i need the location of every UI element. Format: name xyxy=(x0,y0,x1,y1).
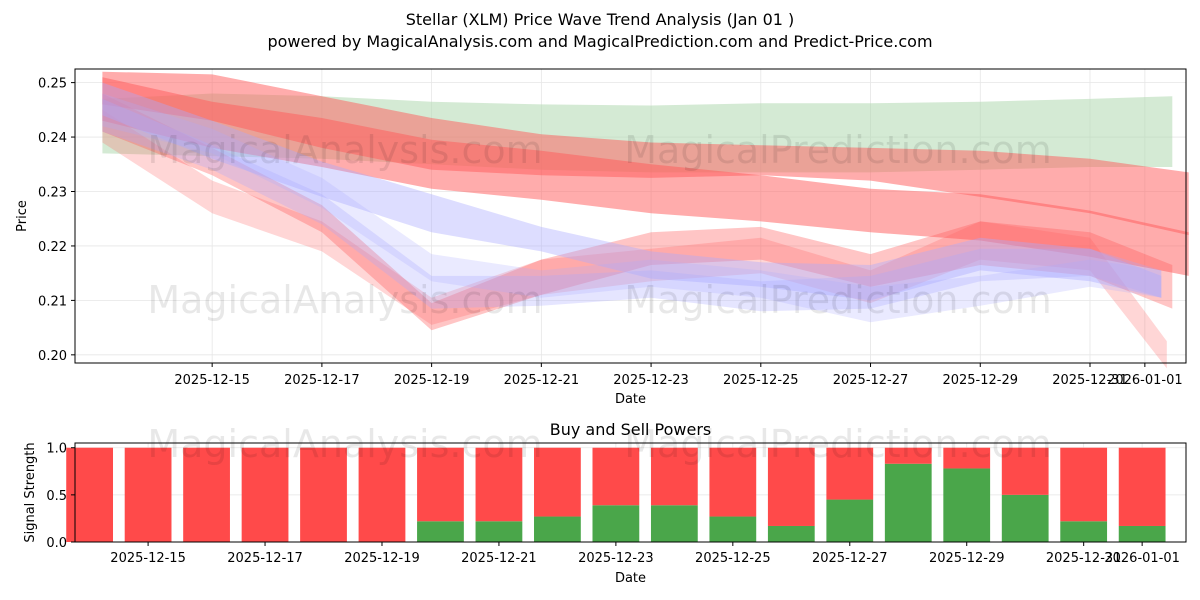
sell-bar xyxy=(1118,447,1166,526)
bottom-chart-title: Buy and Sell Powers xyxy=(550,420,712,439)
top-y-tick-label: 0.20 xyxy=(38,349,67,364)
buy-bar xyxy=(1118,525,1166,542)
top-y-tick-label: 0.24 xyxy=(38,131,67,146)
chart-subtitle: powered by MagicalAnalysis.com and Magic… xyxy=(267,32,933,51)
bottom-y-tick-label: 1.0 xyxy=(46,442,67,457)
wave-band-3 xyxy=(102,93,1173,331)
top-x-tick-label: 2025-12-27 xyxy=(833,373,909,388)
sell-bar xyxy=(884,447,932,464)
wave-band-1 xyxy=(102,71,1189,236)
sell-bar xyxy=(124,447,172,542)
buy-bar xyxy=(884,463,932,542)
top-y-axis-label: Price xyxy=(15,200,30,232)
wave-band-6 xyxy=(102,98,1162,312)
bottom-y-tick-label: 0.0 xyxy=(46,536,67,551)
bottom-x-axis-label: Date xyxy=(615,571,646,586)
sell-bar xyxy=(1001,447,1049,495)
sell-bar xyxy=(826,447,874,500)
bottom-x-tick-label: 2025-12-25 xyxy=(695,551,771,566)
sell-bar xyxy=(709,447,757,517)
sell-bar xyxy=(534,447,581,517)
top-x-tick-label: 2025-12-17 xyxy=(284,373,360,388)
sell-bar xyxy=(183,447,230,542)
sell-bar xyxy=(650,447,698,506)
watermark-mid-right: MagicalPrediction.com xyxy=(624,278,1052,322)
sell-bar xyxy=(241,447,289,542)
buy-bar xyxy=(534,516,581,542)
top-x-tick-label: 2025-12-25 xyxy=(723,373,799,388)
bottom-y-axis-label: Signal Strength xyxy=(23,442,38,542)
watermark-mid-left: MagicalAnalysis.com xyxy=(147,278,542,322)
bottom-x-tick-label: 2025-12-31 xyxy=(1046,551,1122,566)
sell-bar xyxy=(358,447,406,542)
top-x-tick-label: 2026-01-01 xyxy=(1107,373,1183,388)
top-y-tick-label: 0.21 xyxy=(38,294,67,309)
top-y-tick-label: 0.22 xyxy=(38,240,67,255)
sell-bar xyxy=(475,447,523,522)
buy-bar xyxy=(592,505,640,542)
buy-bar xyxy=(475,521,523,542)
top-x-tick-label: 2025-12-23 xyxy=(613,373,689,388)
sell-bar xyxy=(943,447,991,469)
top-plot-frame xyxy=(74,68,1187,364)
top-y-tick-label: 0.23 xyxy=(38,186,67,201)
sell-bar xyxy=(417,447,464,522)
buy-bar xyxy=(1001,494,1049,542)
buy-bar xyxy=(767,525,815,542)
buy-bar xyxy=(826,499,874,542)
watermark-top-left: MagicalAnalysis.com xyxy=(147,128,542,172)
wave-band-2 xyxy=(102,77,1189,276)
bottom-x-tick-label: 2025-12-23 xyxy=(578,551,654,566)
buy-bar xyxy=(943,468,991,542)
top-x-tick-label: 2025-12-21 xyxy=(504,373,580,388)
bottom-x-tick-label: 2025-12-29 xyxy=(929,551,1005,566)
bottom-x-tick-label: 2025-12-19 xyxy=(344,551,420,566)
top-x-tick-label: 2025-12-15 xyxy=(174,373,250,388)
top-x-tick-label: 2025-12-31 xyxy=(1052,373,1128,388)
bottom-x-tick-label: 2025-12-17 xyxy=(227,551,303,566)
chart-title: Stellar (XLM) Price Wave Trend Analysis … xyxy=(405,10,795,29)
buy-bar xyxy=(1060,521,1108,542)
bottom-x-tick-label: 2026-01-01 xyxy=(1104,551,1180,566)
top-y-tick-label: 0.25 xyxy=(38,77,67,92)
watermark-bottom-right: MagicalPrediction.com xyxy=(624,422,1052,466)
sell-bar xyxy=(767,447,815,526)
top-x-tick-label: 2025-12-19 xyxy=(394,373,470,388)
watermark-bottom-left: MagicalAnalysis.com xyxy=(147,422,542,466)
wave-band-5 xyxy=(102,82,1162,301)
bottom-y-tick-label: 0.5 xyxy=(46,489,67,504)
watermark-top-right: MagicalPrediction.com xyxy=(624,128,1052,172)
buy-bar xyxy=(709,516,757,542)
sell-bar xyxy=(300,447,347,542)
sell-bar xyxy=(592,447,640,506)
buy-bar xyxy=(650,505,698,542)
bottom-x-tick-label: 2025-12-21 xyxy=(461,551,537,566)
sell-bar xyxy=(1060,447,1108,522)
top-x-tick-label: 2025-12-29 xyxy=(942,373,1018,388)
wave-band-4 xyxy=(102,109,1167,369)
wave-band-7 xyxy=(102,93,1162,323)
buy-bar xyxy=(417,521,464,542)
bottom-plot-frame xyxy=(74,442,1187,543)
top-x-axis-label: Date xyxy=(615,392,646,407)
bottom-x-tick-label: 2025-12-15 xyxy=(110,551,186,566)
bottom-x-tick-label: 2025-12-27 xyxy=(812,551,888,566)
